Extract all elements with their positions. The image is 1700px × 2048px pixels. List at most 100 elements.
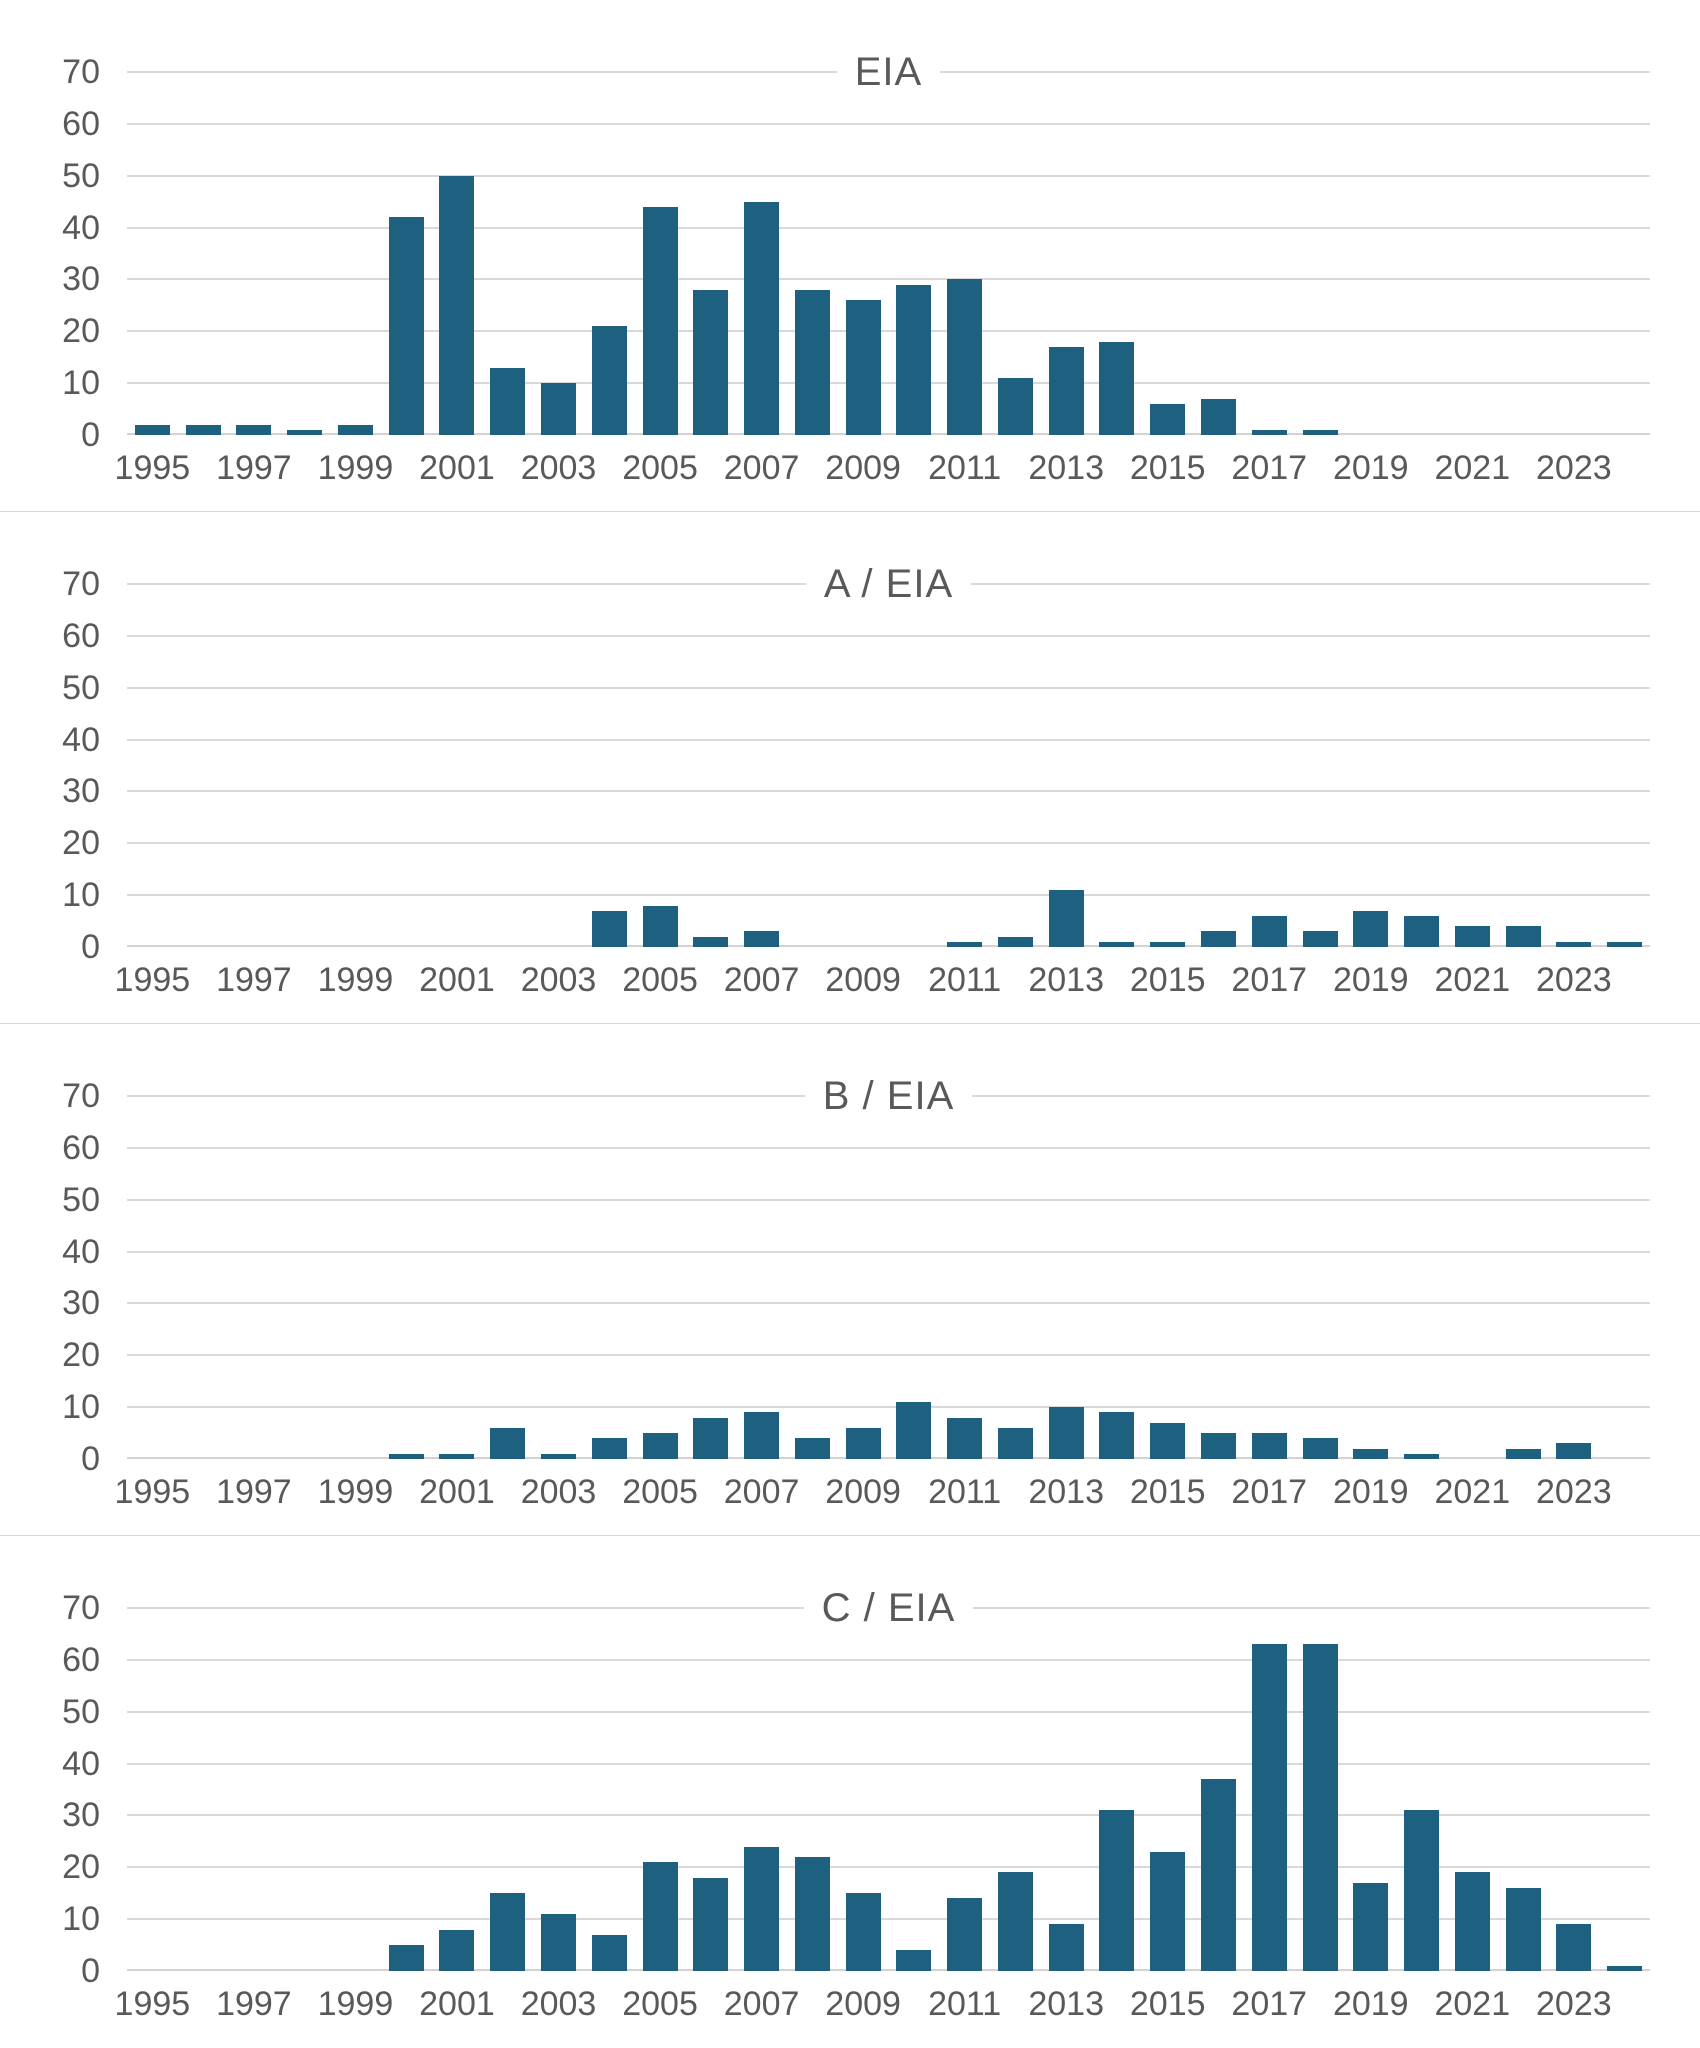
x-tick-label-2005: 2005 <box>622 1473 698 1511</box>
bar-2007 <box>744 1412 780 1459</box>
bar-2005 <box>642 905 678 947</box>
y-tick-label: 20 <box>62 1336 100 1375</box>
bar-2014 <box>1099 341 1135 435</box>
gridline-y60 <box>127 1658 1650 1661</box>
bar-2008 <box>794 1856 830 1971</box>
y-tick-label: 0 <box>81 1952 100 1990</box>
chart-panel-eia: EIA 0 10 20 30 40 50 60 70 1995 1997 1999 2001 2003 2… <box>0 0 1700 512</box>
x-tick-label-2015: 2015 <box>1129 961 1206 999</box>
y-tick-label: 0 <box>81 1440 100 1478</box>
x-tick-label-2019: 2019 <box>1332 961 1409 999</box>
bar-2020 <box>1404 915 1440 947</box>
bar-2023 <box>1556 1924 1592 1971</box>
bar-2006 <box>693 1877 729 1971</box>
bar-2004 <box>591 910 627 947</box>
y-tick-label: 60 <box>62 1128 100 1167</box>
x-tick-label-1999: 1999 <box>317 449 394 487</box>
gridline-y60 <box>127 634 1650 637</box>
x-tick-label-2003: 2003 <box>520 449 597 487</box>
gridline-y50 <box>127 174 1650 177</box>
y-tick-label: 60 <box>62 616 100 655</box>
bar-2001 <box>439 1453 475 1459</box>
bar-2006 <box>693 289 729 435</box>
bar-2018 <box>1302 1438 1338 1459</box>
gridline-y40 <box>127 738 1650 741</box>
bar-2006 <box>693 1417 729 1459</box>
x-tick-label-1999: 1999 <box>317 1985 394 2023</box>
plot-area <box>127 583 1650 947</box>
x-tick-label-2007: 2007 <box>723 1473 800 1511</box>
gridline-y10 <box>127 382 1650 385</box>
x-tick-label-2019: 2019 <box>1332 449 1409 487</box>
bar-2014 <box>1099 1810 1135 1971</box>
bar-2005 <box>642 1862 678 1971</box>
y-tick-label: 40 <box>62 720 100 759</box>
bar-2012 <box>997 1427 1033 1459</box>
x-tick-label-2005: 2005 <box>622 449 698 487</box>
y-tick-label: 40 <box>62 1744 100 1783</box>
x-tick-label-2023: 2023 <box>1536 449 1612 487</box>
bar-2024 <box>1607 941 1643 947</box>
bar-2023 <box>1556 1443 1592 1459</box>
y-tick-label: 30 <box>62 1284 100 1323</box>
bar-2003 <box>541 1453 577 1459</box>
bar-2004 <box>591 326 627 435</box>
y-tick-label: 70 <box>62 53 100 91</box>
bar-2015 <box>1150 1422 1186 1459</box>
gridline-y50 <box>127 1710 1650 1713</box>
gridline-y30 <box>127 790 1650 793</box>
x-tick-label-2017: 2017 <box>1231 1985 1308 2023</box>
bar-2018 <box>1302 1644 1338 1971</box>
x-tick-label-2023: 2023 <box>1536 1985 1612 2023</box>
x-tick-label-2017: 2017 <box>1231 1473 1308 1511</box>
bar-2017 <box>1251 1644 1287 1971</box>
gridline-y20 <box>127 1354 1650 1357</box>
bar-2023 <box>1556 941 1592 947</box>
x-tick-label-2003: 2003 <box>520 1985 597 2023</box>
bar-2009 <box>845 300 881 435</box>
x-tick-label-2007: 2007 <box>723 449 800 487</box>
bar-1998 <box>287 429 323 435</box>
y-tick-label: 50 <box>62 1692 100 1731</box>
y-tick-label: 10 <box>62 876 100 915</box>
bar-2000 <box>388 1453 424 1459</box>
bar-2016 <box>1200 1433 1236 1459</box>
bar-2021 <box>1454 926 1490 947</box>
x-tick-label-2001: 2001 <box>419 449 495 487</box>
y-tick-label: 10 <box>62 1388 100 1427</box>
bar-2016 <box>1200 1779 1236 1971</box>
x-tick-label-2003: 2003 <box>520 1473 597 1511</box>
y-tick-label: 10 <box>62 1900 100 1939</box>
bar-2012 <box>997 936 1033 947</box>
x-tick-label-2001: 2001 <box>419 961 495 999</box>
x-tick-label-1999: 1999 <box>317 961 394 999</box>
chart-panel-a-eia: A / EIA 0 10 20 30 40 50 60 70 1995 1997 1999 2001 2… <box>0 512 1700 1024</box>
x-tick-label-2023: 2023 <box>1536 961 1612 999</box>
bar-2004 <box>591 1934 627 1971</box>
bar-2019 <box>1353 1882 1389 1971</box>
bar-2005 <box>642 1433 678 1459</box>
bar-2011 <box>947 1898 983 1971</box>
x-tick-label-1999: 1999 <box>317 1473 394 1511</box>
x-tick-label-2007: 2007 <box>723 1985 800 2023</box>
x-tick-label-2013: 2013 <box>1028 1985 1104 2023</box>
y-tick-label: 70 <box>62 565 100 603</box>
bar-2014 <box>1099 941 1135 947</box>
plot-area <box>127 71 1650 435</box>
gridline-y30 <box>127 278 1650 281</box>
bar-2007 <box>744 201 780 435</box>
x-tick-label-2003: 2003 <box>520 961 597 999</box>
x-tick-label-2021: 2021 <box>1434 1985 1511 2023</box>
x-tick-label-2017: 2017 <box>1231 961 1308 999</box>
bar-2022 <box>1505 1888 1541 1971</box>
x-tick-label-2007: 2007 <box>723 961 800 999</box>
gridline-y10 <box>127 894 1650 897</box>
y-tick-label: 70 <box>62 1589 100 1627</box>
x-tick-label-2009: 2009 <box>825 1473 901 1511</box>
y-tick-label: 20 <box>62 1848 100 1887</box>
gridline-y60 <box>127 1146 1650 1149</box>
gridline-y10 <box>127 1406 1650 1409</box>
bar-2004 <box>591 1438 627 1459</box>
x-tick-label-1997: 1997 <box>216 961 292 999</box>
x-tick-label-2015: 2015 <box>1129 1985 1206 2023</box>
